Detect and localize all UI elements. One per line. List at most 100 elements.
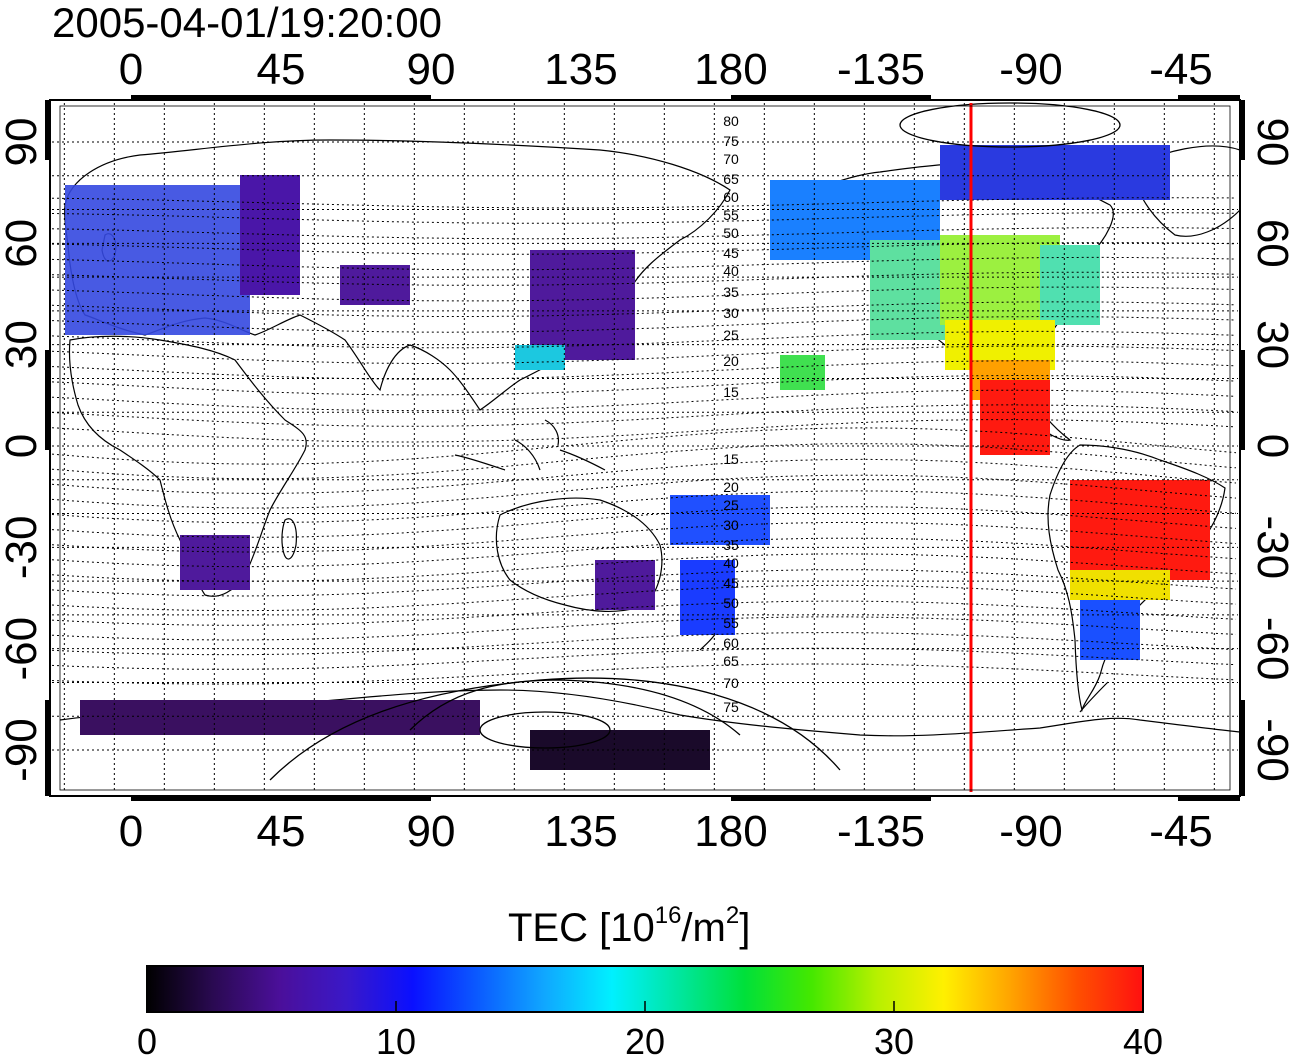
- bottom-tick-label: 90: [407, 807, 456, 856]
- mag-label-north: 40: [723, 263, 739, 279]
- mag-label-north: 75: [723, 133, 739, 149]
- mag-label-south: 60: [723, 635, 739, 651]
- right-tick-label: -90: [1248, 718, 1292, 782]
- magnetic-contour: [51, 197, 1237, 209]
- coastline-indonesia: [454, 419, 606, 471]
- left-tick-label: -90: [0, 718, 46, 782]
- mag-label-north: 15: [723, 384, 739, 400]
- magnetic-contour: [51, 256, 1237, 271]
- mag-label-north: 55: [723, 207, 739, 223]
- colorbar-tick-label: 10: [376, 1021, 416, 1057]
- plot-title: 2005-04-01/19:20:00: [52, 0, 442, 46]
- coastline-antarctic-peninsula: [1079, 681, 1109, 713]
- colorbar-title: TEC [1016/m2]: [508, 904, 751, 951]
- frame-bar: [45, 700, 50, 796]
- magnetic-contour: [51, 632, 1237, 656]
- magnetic-contour: [51, 212, 1237, 224]
- mag-label-north: 80: [723, 113, 739, 129]
- magnetic-contour: [51, 458, 1237, 494]
- tec-patch-na-east: [1040, 245, 1100, 325]
- tec-patch-antarctica-west: [80, 700, 480, 735]
- colorbar-ticks: 0 10 20 30 40: [137, 1001, 1163, 1057]
- top-tick-label: 45: [257, 45, 306, 94]
- bottom-tick-label: 180: [694, 807, 767, 856]
- frame-bar: [731, 796, 931, 801]
- left-tick-label: 60: [0, 219, 46, 268]
- tec-patch-central-america: [980, 380, 1050, 455]
- mag-label-north: 60: [723, 189, 739, 205]
- mag-label-north: 20: [723, 353, 739, 369]
- bottom-tick-label: 0: [119, 807, 143, 856]
- colorbar-title-suffix: ]: [739, 906, 751, 950]
- right-tick-label: -30: [1248, 516, 1292, 580]
- mag-label-south: 30: [723, 517, 739, 533]
- mag-label-north: 50: [723, 225, 739, 241]
- right-tick-label: 60: [1248, 219, 1292, 268]
- mag-label-south: 20: [723, 479, 739, 495]
- tec-patch-hawaii: [780, 355, 825, 390]
- top-axis-ticks: 0 45 90 135 180 -135 -90 -45: [119, 45, 1213, 94]
- top-tick-label: -45: [1149, 45, 1213, 94]
- bottom-tick-label: -90: [999, 807, 1063, 856]
- tec-data-patches: [65, 145, 1210, 770]
- frame-bar: [1178, 95, 1240, 100]
- mag-label-south: 45: [723, 575, 739, 591]
- frame-bars: [45, 95, 1245, 801]
- mag-label-south: 50: [723, 595, 739, 611]
- tec-patch-antarctica-east: [530, 730, 710, 770]
- colorbar-tick-label: 40: [1123, 1021, 1163, 1057]
- bottom-tick-label: 45: [257, 807, 306, 856]
- left-tick-label: 30: [0, 320, 46, 369]
- right-tick-label: 30: [1248, 320, 1292, 369]
- right-tick-label: 90: [1248, 118, 1292, 167]
- frame-bar: [45, 350, 50, 450]
- bottom-tick-label: -45: [1149, 807, 1213, 856]
- magnetic-contour: [51, 345, 1237, 364]
- coastline-madagascar: [281, 518, 297, 560]
- magnetic-contour: [51, 227, 1237, 240]
- magnetic-contour: [51, 360, 1237, 380]
- top-tick-label: 135: [544, 45, 617, 94]
- tec-patch-asia: [530, 250, 635, 360]
- left-tick-label: 0: [0, 434, 46, 458]
- top-tick-label: 180: [694, 45, 767, 94]
- mag-label-north: 65: [723, 171, 739, 187]
- right-tick-label: -60: [1248, 617, 1292, 681]
- tec-patch-sa-far-south: [1080, 600, 1140, 660]
- left-axis-ticks: 90 60 30 0 -30 -60 -90: [0, 118, 46, 782]
- magnetic-latitude-labels: 80 75 70 65 60 55 50 45 40 35 30 25 20 15 15 20 25 30 35 40…: [723, 113, 739, 715]
- coastline-greenland: [1129, 145, 1240, 237]
- coastline-south-america: [1047, 444, 1226, 713]
- colorbar-title-prefix: TEC [10: [508, 906, 655, 950]
- south-magnetic-contour-outer: [409, 679, 741, 736]
- left-tick-label: 90: [0, 118, 46, 167]
- map-inner-frame: [59, 105, 1231, 791]
- mag-label-north: 35: [723, 284, 739, 300]
- top-tick-label: -135: [837, 45, 925, 94]
- mag-label-north: 30: [723, 305, 739, 321]
- magnetic-contour: [51, 616, 1237, 641]
- tec-patch-australia: [595, 560, 655, 610]
- left-tick-label: -30: [0, 516, 46, 580]
- frame-bar: [1178, 796, 1240, 801]
- mag-label-south: 70: [723, 675, 739, 691]
- mag-label-south: 40: [723, 555, 739, 571]
- south-magnetic-pole-contour: [479, 711, 611, 749]
- magnetic-contour: [51, 506, 1237, 538]
- tec-patch-central-asia: [340, 265, 410, 305]
- mag-label-south: 55: [723, 615, 739, 631]
- mag-label-south: 75: [723, 699, 739, 715]
- mag-label-north: 45: [723, 245, 739, 261]
- magnetic-contour: [51, 404, 1237, 427]
- tec-patch-taiwan: [515, 345, 565, 370]
- top-tick-label: 90: [407, 45, 456, 94]
- tec-patch-sa-south: [1070, 570, 1170, 600]
- magnetic-pole-contours: [269, 102, 1121, 781]
- colorbar-title-exponent-2: 2: [725, 902, 740, 929]
- colorbar-tick-label: 30: [874, 1021, 914, 1057]
- bottom-axis-ticks: 0 45 90 135 180 -135 -90 -45: [119, 807, 1213, 856]
- frame-bar: [1240, 350, 1245, 450]
- right-tick-label: 0: [1248, 434, 1292, 458]
- colorbar-title-exponent-1: 16: [654, 902, 682, 929]
- mag-label-south: 25: [723, 497, 739, 513]
